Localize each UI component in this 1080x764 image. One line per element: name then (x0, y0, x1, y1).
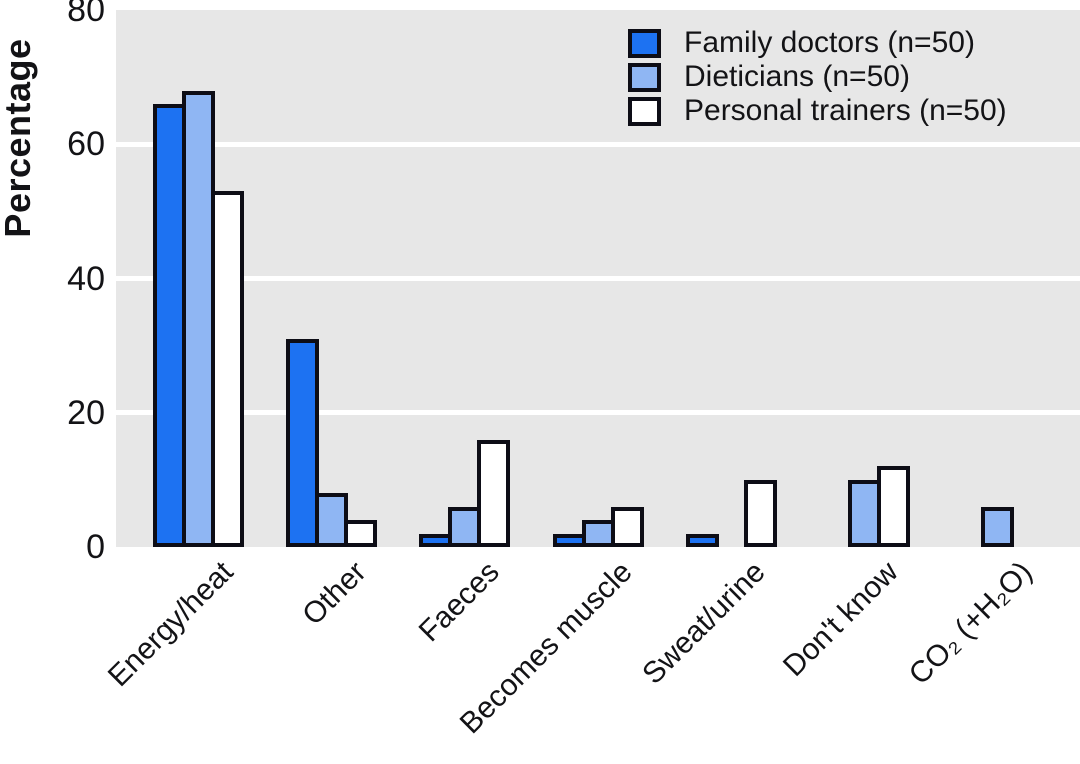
plot-area (116, 10, 1080, 547)
dieticians-swatch-icon (628, 62, 661, 92)
gridline-60 (116, 141, 1080, 147)
gridline-20 (116, 410, 1080, 416)
legend: Family doctors (n=50) Dieticians (n=50) … (628, 26, 1007, 128)
y-axis-title: Percentage (0, 38, 38, 238)
y-tick-label-80: 80 (67, 0, 105, 29)
y-tick-label-20: 20 (67, 393, 105, 432)
gridline-40 (116, 276, 1080, 281)
x-axis-label-7: CO₂ (+H₂O) (902, 555, 1039, 692)
bar-series1-cat1 (153, 104, 186, 547)
legend-label: Dieticians (n=50) (684, 60, 910, 93)
bar-series3-cat2 (344, 520, 378, 547)
family-doctors-swatch-icon (628, 28, 661, 58)
legend-label: Personal trainers (n=50) (684, 94, 1007, 127)
y-tick-label-0: 0 (86, 528, 105, 566)
bar-series3-cat6 (876, 466, 910, 547)
legend-item-family-doctors: Family doctors (n=50) (628, 26, 1007, 60)
y-tick-label-40: 40 (67, 259, 105, 298)
personal-trainers-swatch-icon (628, 96, 661, 126)
bar-series3-cat3 (477, 440, 511, 547)
legend-item-dieticians: Dieticians (n=50) (628, 60, 1007, 94)
y-tick-label-60: 60 (67, 125, 105, 164)
legend-item-personal-trainers: Personal trainers (n=50) (628, 94, 1007, 128)
bar-series3-cat1 (211, 191, 244, 547)
bar-series1-cat5 (685, 534, 719, 547)
bar-series1-cat2 (286, 339, 320, 547)
bar-series3-cat4 (610, 507, 644, 547)
legend-label: Family doctors (n=50) (684, 26, 975, 59)
bar-series3-cat5 (743, 480, 777, 547)
bar-series2-cat7 (981, 507, 1015, 547)
